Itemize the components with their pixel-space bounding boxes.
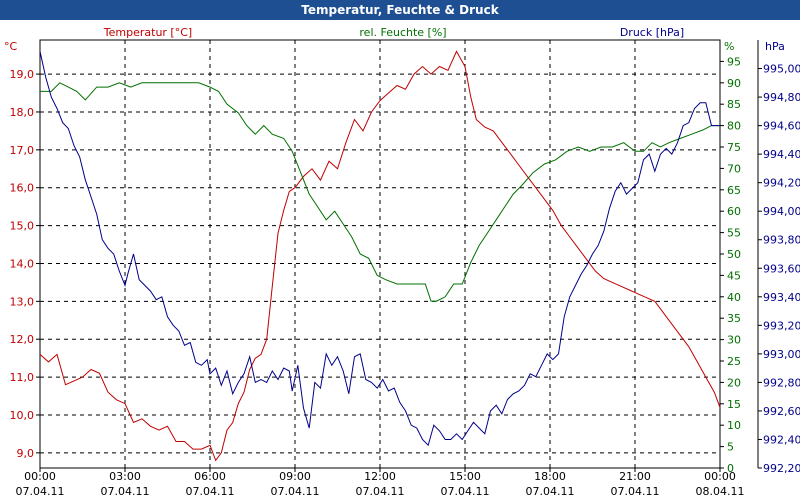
x-tick-time: 18:00: [534, 470, 566, 483]
pressure-tick-label: 993,40: [763, 291, 800, 304]
x-tick-time: 03:00: [109, 470, 141, 483]
x-tick-time: 00:00: [24, 470, 56, 483]
humidity-tick-label: 20: [727, 376, 741, 389]
pressure-series-line: [39, 51, 720, 447]
x-tick-time: 15:00: [449, 470, 481, 483]
pressure-tick-label: 992,60: [763, 405, 800, 418]
temperature-axis-title: Temperatur [°C]: [103, 26, 192, 39]
x-tick-date: 07.04.11: [441, 485, 490, 498]
humidity-tick-label: 70: [727, 162, 741, 175]
temperature-tick-label: 11,0: [10, 371, 35, 384]
temperature-tick-label: 17,0: [10, 144, 35, 157]
x-tick-date: 07.04.11: [101, 485, 150, 498]
humidity-tick-label: 50: [727, 248, 741, 261]
pressure-tick-label: 995,00: [763, 63, 800, 76]
plot-area: [39, 39, 721, 469]
temperature-tick-label: 18,0: [10, 106, 35, 119]
temperature-tick-label: 14,0: [10, 257, 35, 270]
x-tick-date: 07.04.11: [271, 485, 320, 498]
temperature-unit-label: °C: [4, 40, 18, 53]
humidity-tick-label: 15: [727, 398, 741, 411]
humidity-tick-label: 0: [727, 462, 734, 475]
temperature-tick-label: 10,0: [10, 409, 35, 422]
pressure-tick-label: 992,20: [763, 462, 800, 475]
humidity-unit-label: %: [724, 40, 734, 53]
humidity-tick-label: 10: [727, 419, 741, 432]
pressure-tick-label: 994,20: [763, 177, 800, 190]
pressure-tick-label: 993,20: [763, 319, 800, 332]
pressure-tick-label: 993,80: [763, 234, 800, 247]
x-tick-time: 12:00: [364, 470, 396, 483]
pressure-tick-label: 993,00: [763, 348, 800, 361]
pressure-tick-label: 993,60: [763, 262, 800, 275]
x-tick-time: 21:00: [619, 470, 651, 483]
x-tick-time: 00:00: [704, 470, 736, 483]
humidity-tick-label: 45: [727, 269, 741, 282]
temperature-series-line: [39, 50, 721, 462]
humidity-tick-label: 5: [727, 441, 734, 454]
temperature-tick-label: 19,0: [10, 68, 35, 81]
humidity-tick-label: 95: [727, 55, 741, 68]
humidity-tick-label: 55: [727, 227, 741, 240]
x-tick-date: 07.04.11: [526, 485, 575, 498]
x-tick-time: 06:00: [194, 470, 226, 483]
x-tick-date: 07.04.11: [186, 485, 235, 498]
humidity-tick-label: 40: [727, 291, 741, 304]
pressure-tick-label: 992,80: [763, 376, 800, 389]
x-tick-date: 08.04.11: [696, 485, 745, 498]
temperature-tick-label: 16,0: [10, 182, 35, 195]
humidity-tick-label: 90: [727, 77, 741, 90]
pressure-tick-label: 994,80: [763, 91, 800, 104]
humidity-tick-label: 80: [727, 120, 741, 133]
pressure-axis-title: Druck [hPa]: [620, 26, 684, 39]
humidity-tick-label: 65: [727, 184, 741, 197]
pressure-tick-label: 992,40: [763, 433, 800, 446]
humidity-series-line: [40, 82, 720, 302]
humidity-tick-label: 85: [727, 98, 741, 111]
x-tick-time: 09:00: [279, 470, 311, 483]
temperature-tick-label: 9,0: [17, 447, 35, 460]
temperature-tick-label: 15,0: [10, 220, 35, 233]
humidity-axis-title: rel. Feuchte [%]: [359, 26, 446, 39]
pressure-tick-label: 994,60: [763, 120, 800, 133]
humidity-tick-label: 25: [727, 355, 741, 368]
humidity-tick-label: 60: [727, 205, 741, 218]
humidity-tick-label: 35: [727, 312, 741, 325]
x-tick-date: 07.04.11: [356, 485, 405, 498]
chart-title: Temperatur, Feuchte & Druck: [0, 0, 800, 20]
temperature-tick-label: 12,0: [10, 333, 35, 346]
humidity-tick-label: 75: [727, 141, 741, 154]
humidity-tick-label: 30: [727, 334, 741, 347]
pressure-unit-label: hPa: [765, 40, 785, 53]
x-tick-date: 07.04.11: [16, 485, 65, 498]
pressure-tick-label: 994,40: [763, 148, 800, 161]
temperature-tick-label: 13,0: [10, 295, 35, 308]
pressure-tick-label: 994,00: [763, 205, 800, 218]
x-tick-date: 07.04.11: [611, 485, 660, 498]
